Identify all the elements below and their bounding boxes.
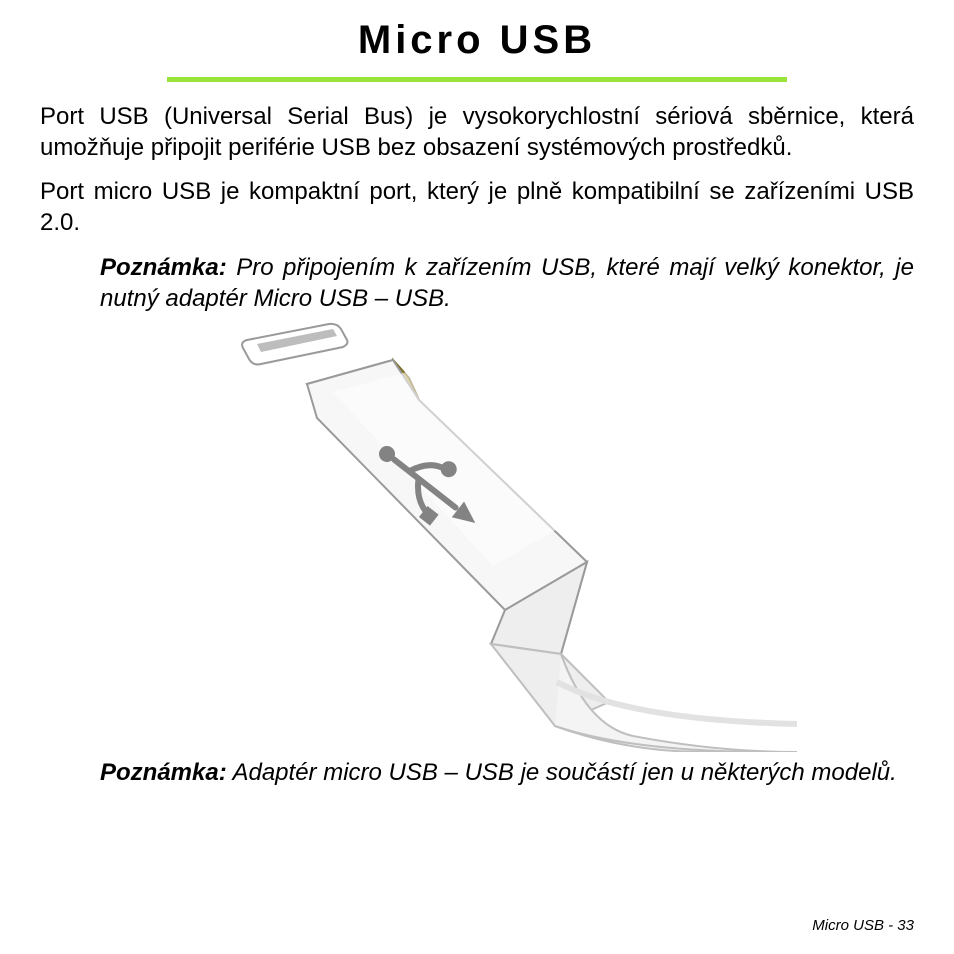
note-2-label: Poznámka: [100, 759, 227, 786]
note-1-label: Poznámka: [100, 254, 227, 281]
note-2-text: Adaptér micro USB – USB je součástí jen … [227, 759, 897, 786]
paragraph-1: Port USB (Universal Serial Bus) je vysok… [40, 102, 914, 163]
plug-body-icon [307, 360, 587, 654]
paragraph-2: Port micro USB je kompaktní port, který … [40, 177, 914, 238]
note-1: Poznámka: Pro připojením k zařízením USB… [40, 253, 914, 314]
page-title: Micro USB [40, 18, 914, 63]
illustration-wrap [40, 322, 914, 752]
title-underline [167, 77, 787, 82]
page-footer: Micro USB - 33 [812, 917, 914, 934]
micro-usb-illustration [157, 322, 797, 752]
port-icon [242, 324, 347, 365]
cable-icon [491, 644, 797, 752]
note-2: Poznámka: Adaptér micro USB – USB je sou… [40, 758, 914, 789]
